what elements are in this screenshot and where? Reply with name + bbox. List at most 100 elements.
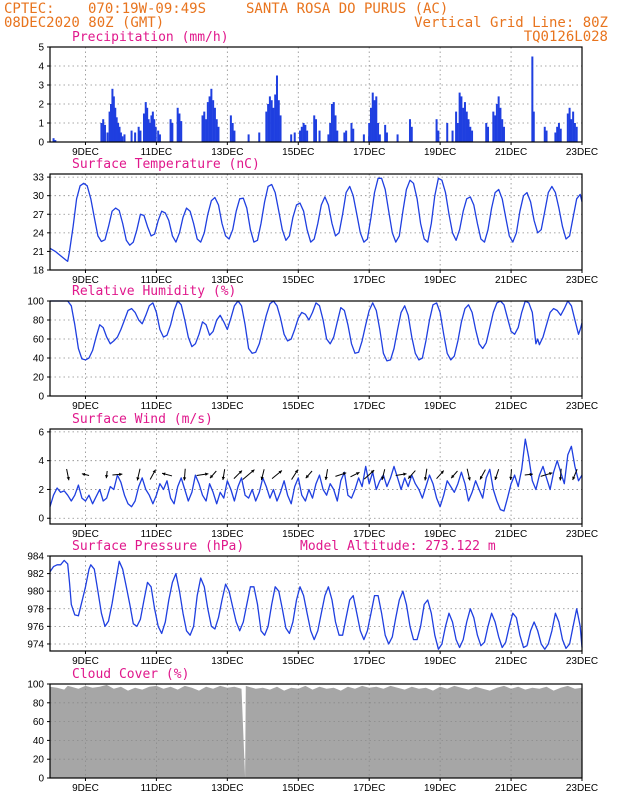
pres-ytick-label: 976 xyxy=(27,622,44,633)
precip-bar xyxy=(279,115,282,142)
precip-bar xyxy=(137,126,140,142)
precip-bar xyxy=(410,126,413,142)
rh-xtick-label: 9DEC xyxy=(72,401,99,412)
header-station: SANTA ROSA DO PURUS (AC) xyxy=(246,1,448,17)
precip-bar xyxy=(485,123,488,142)
precip-bar xyxy=(270,100,273,142)
precip-bar xyxy=(304,124,307,142)
header-model: TQ0126L028 xyxy=(524,29,608,45)
precip-bar xyxy=(545,130,548,142)
wind-arrow-head xyxy=(205,472,209,476)
panels: Precipitation (mm/h) 0 1 2 3 4 5 9DEC 11DEC 13DEC… xyxy=(27,30,598,794)
precip-bar xyxy=(495,104,498,142)
precip-xtick-label: 9DEC xyxy=(72,147,99,158)
cloud-xtick-label: 19DEC xyxy=(424,783,456,794)
precip-bar xyxy=(231,123,234,142)
pres-ytick-label: 984 xyxy=(27,552,44,563)
precip-bar xyxy=(573,123,576,142)
rh-ytick-label: 100 xyxy=(27,297,44,308)
pres-xtick-label: 15DEC xyxy=(282,656,314,667)
precip-bar xyxy=(456,123,459,142)
precip-frame xyxy=(49,46,583,143)
precip-bar xyxy=(146,107,149,142)
rh-xtick-label: 13DEC xyxy=(211,401,243,412)
wind-arrow-head xyxy=(238,470,243,474)
wind-arrow-head xyxy=(105,474,109,479)
precip-bar xyxy=(378,134,381,142)
precip-bar xyxy=(206,102,209,142)
precip-bar xyxy=(233,130,236,142)
cloud-xtick-label: 17DEC xyxy=(353,783,385,794)
wind-arrow-head xyxy=(423,477,428,481)
precip-bar xyxy=(568,107,571,142)
pres-title: Surface Pressure (hPa) xyxy=(72,539,244,554)
precip-bar xyxy=(169,119,172,142)
rh-title: Relative Humidity (%) xyxy=(72,284,236,299)
precip-bar xyxy=(267,104,270,142)
precip-bar xyxy=(114,107,117,142)
wind-arrow-head xyxy=(467,477,471,481)
precip-bar xyxy=(345,130,348,142)
precip-bar xyxy=(103,124,106,142)
precip-bar xyxy=(215,119,218,142)
precip-xtick-label: 17DEC xyxy=(353,147,385,158)
precip-bar xyxy=(465,111,468,142)
temp-ytick-label: 30 xyxy=(33,191,45,202)
wind-arrow-head xyxy=(548,472,553,476)
wind-arrow-head xyxy=(403,472,407,476)
precip-bar xyxy=(330,104,333,142)
precip-bar xyxy=(171,123,174,142)
wind-ytick-label: 6 xyxy=(38,427,44,438)
precip-bar xyxy=(272,107,275,142)
pres-series-line xyxy=(49,559,583,650)
precip-xtick-label: 19DEC xyxy=(424,147,456,158)
precip-bar xyxy=(471,130,474,142)
precip-bar xyxy=(275,75,278,142)
rh-ytick-label: 80 xyxy=(33,316,45,327)
wind-xtick-label: 23DEC xyxy=(566,529,598,540)
precip-bar xyxy=(247,134,250,142)
precip-bar xyxy=(334,115,337,142)
precip-xtick-label: 23DEC xyxy=(566,147,598,158)
wind-arrow-head xyxy=(251,469,255,473)
cloud-ytick-label: 60 xyxy=(33,717,45,728)
precip-bar xyxy=(369,107,372,142)
cloud-ytick-label: 20 xyxy=(33,755,45,766)
wind-ytick-label: 0 xyxy=(38,514,44,525)
precip-bar xyxy=(157,130,160,142)
precip-bar xyxy=(572,111,575,142)
wind-arrow-head xyxy=(136,477,140,481)
cloud-xtick-label: 15DEC xyxy=(282,783,314,794)
precip-bar xyxy=(121,136,124,142)
temp-xtick-label: 9DEC xyxy=(72,275,99,286)
precip-bar xyxy=(494,115,497,142)
wind-arrow-head xyxy=(451,474,455,479)
precip-bar xyxy=(201,115,204,142)
wind-arrow-head xyxy=(342,472,347,476)
wind-xtick-label: 15DEC xyxy=(282,529,314,540)
precip-bar xyxy=(178,113,181,142)
precip-bar xyxy=(139,130,142,142)
wind-arrow-head xyxy=(558,477,563,481)
precip-bar xyxy=(462,107,465,142)
precip-bar xyxy=(543,126,546,142)
wind-xtick-label: 13DEC xyxy=(211,529,243,540)
cloud-xtick-label: 21DEC xyxy=(495,783,527,794)
precip-bar xyxy=(52,138,55,142)
header-source: CPTEC: xyxy=(4,1,55,17)
wind-ytick-label: 2 xyxy=(38,485,44,496)
precip-bar xyxy=(100,123,103,142)
precip-bar xyxy=(151,111,154,142)
precip-bar xyxy=(455,111,458,142)
precip-bar xyxy=(315,119,317,142)
cloud-xtick-label: 23DEC xyxy=(566,783,598,794)
temp-xtick-label: 13DEC xyxy=(211,275,243,286)
wind-arrow-head xyxy=(408,475,412,479)
wind-arrow-head xyxy=(294,469,298,474)
precip-bar xyxy=(463,102,466,142)
pres-ytick-label: 974 xyxy=(27,639,44,650)
precip-bar xyxy=(265,111,268,142)
wind-arrow-head xyxy=(494,476,498,480)
header-coords: 070:19W-09:49S xyxy=(88,1,206,17)
precip-xtick-label: 21DEC xyxy=(495,147,527,158)
